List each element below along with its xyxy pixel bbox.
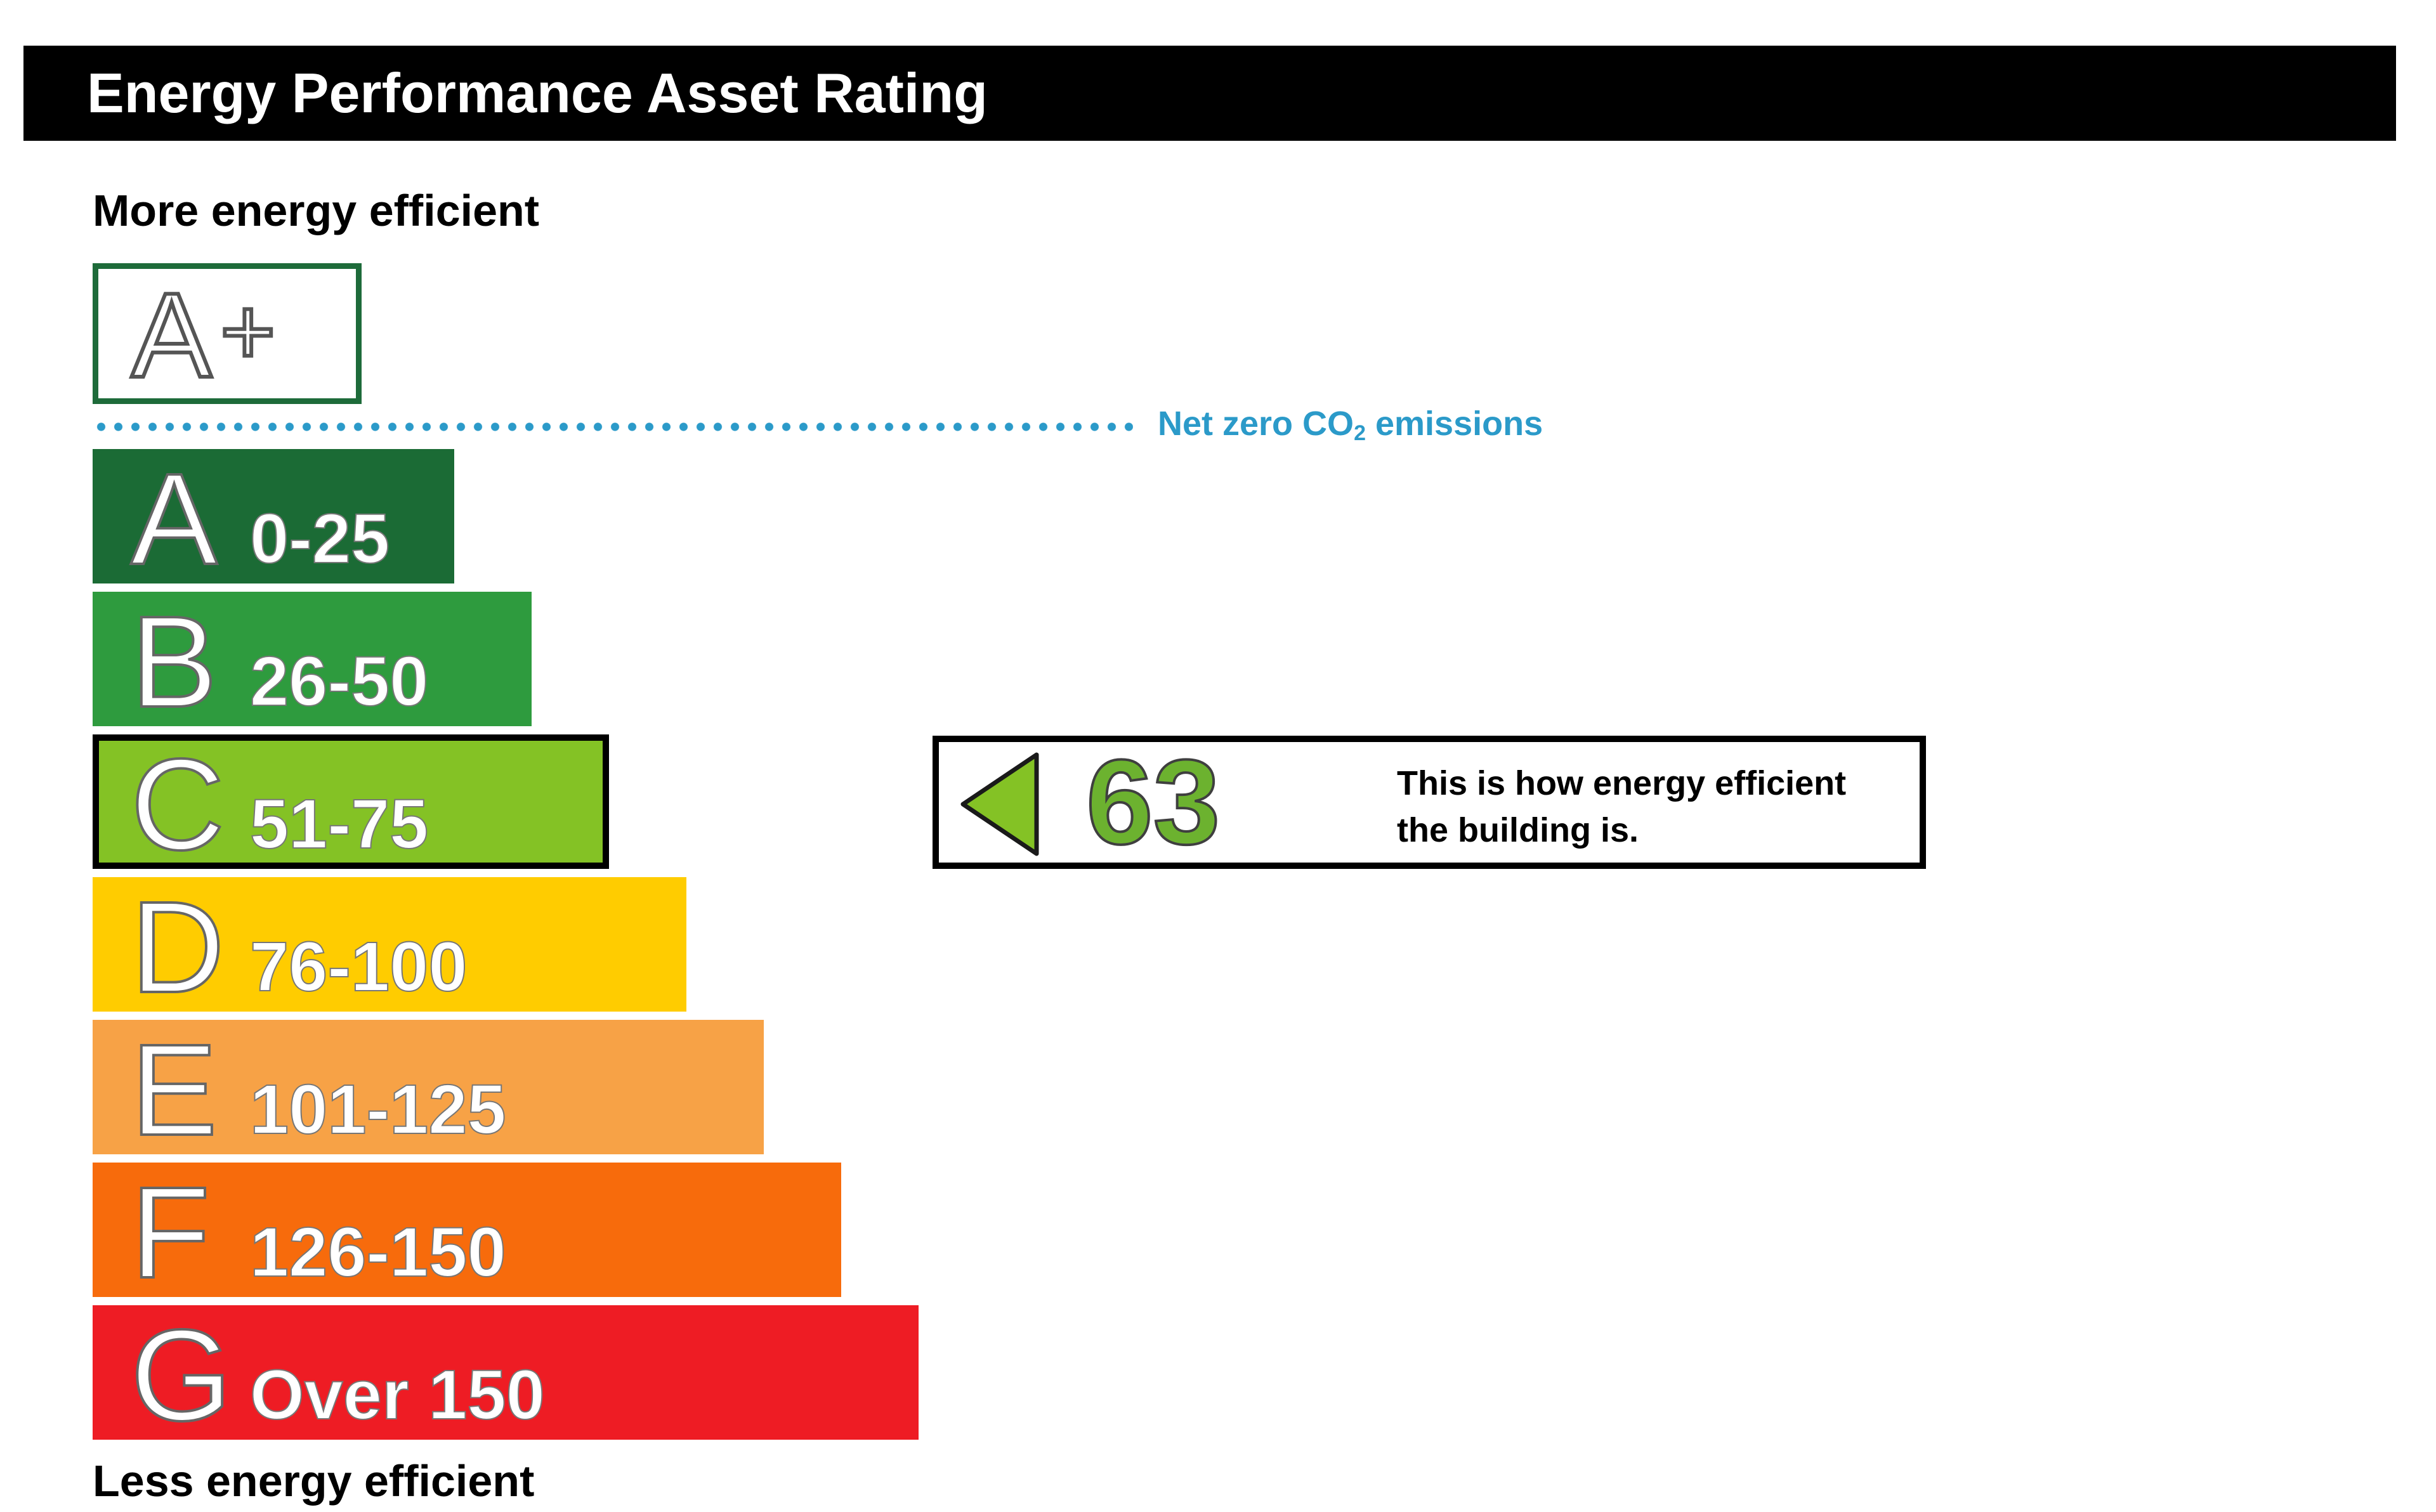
rating-band-d: D 76-100 [93,875,686,1020]
rating-band-letter: C [129,732,226,877]
net-zero-dotted-line [93,422,1133,431]
less-efficient-label: Less energy efficient [93,1456,535,1506]
rating-arrow-icon [960,752,1039,856]
rating-band-letter: G [129,1303,233,1448]
rating-band-g: G Over 150 [93,1303,919,1448]
rating-band-letter: B [129,589,219,734]
rating-band-range: 0-25 [249,500,390,578]
net-zero-label: Net zero CO2 emissions [1158,404,1543,446]
net-zero-label-subscript: 2 [1354,421,1366,445]
rating-band-letter: E [129,1017,219,1163]
rating-arrow-shape [960,752,1039,856]
title-bar: Energy Performance Asset Rating [23,46,2396,141]
rating-band-f: F 126-150 [93,1160,841,1305]
rating-band-letter: D [129,875,226,1020]
rating-band-range: 126-150 [249,1213,507,1291]
net-zero-label-prefix: Net zero CO [1158,405,1354,443]
rating-band-a: A 0-25 [93,446,454,592]
current-rating-description-line1: This is how energy efficient [1397,764,1847,802]
current-rating-indicator: 63 This is how energy efficient the buil… [933,736,1926,869]
rating-band-range: Over 150 [249,1356,546,1434]
rating-band-range: 51-75 [249,785,429,863]
rating-band-range: 101-125 [249,1071,507,1149]
more-efficient-label: More energy efficient [93,186,540,235]
rating-band-b: B 26-50 [93,589,532,734]
rating-band-letter: F [129,1160,211,1305]
net-zero-label-suffix: emissions [1365,405,1543,443]
rating-band-range: 76-100 [249,928,468,1006]
a-plus-rating-box: A + [93,263,362,404]
a-plus-letter: A [129,268,214,403]
rating-band-range: 26-50 [249,642,429,720]
current-rating-description: This is how energy efficient the buildin… [1397,760,1904,854]
chart-title: Energy Performance Asset Rating [87,62,988,124]
current-rating-description-line2: the building is. [1397,811,1639,849]
rating-band-c: C 51-75 [93,732,609,877]
rating-band-e: E 101-125 [93,1017,764,1163]
rating-band-letter: A [129,446,219,592]
a-plus-modifier: + [218,278,278,384]
current-rating-value: 63 [1085,735,1221,870]
